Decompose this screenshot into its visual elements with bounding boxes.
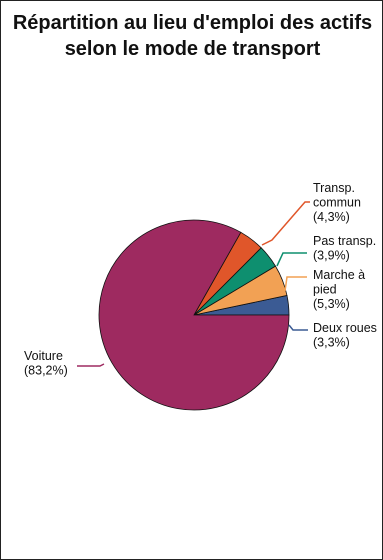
slice-label-transp-commun: Transp. commun (4,3%) [313,181,361,224]
slice-label-line: (83,2%) [24,364,68,378]
pie-slice-voiture [98,219,290,411]
slice-label-line: Marche à [313,268,365,282]
slice-label-line: commun [313,196,361,210]
leader-line-marche-a-pied [284,276,307,292]
slice-label-voiture: Voiture (83,2%) [24,349,68,378]
slice-label-line: (4,3%) [313,210,350,224]
leader-line-voiture [77,363,105,367]
slice-label-line: Deux roues [313,321,377,335]
slice-label-line: Pas transp. [313,234,376,248]
slice-label-deux-roues: Deux roues (3,3%) [313,321,377,350]
slice-label-line: (3,9%) [313,249,350,263]
leader-line-pas-transp [276,252,307,267]
slice-label-line: (5,3%) [313,297,350,311]
slice-label-line: pied [313,283,337,297]
slice-label-line: Voiture [24,349,63,363]
slice-label-line: (3,3%) [313,336,350,350]
slice-label-pas-transp: Pas transp. (3,9%) [313,234,376,263]
chart-title: Répartition au lieu d'emploi des actifs … [12,12,373,60]
slice-label-line: Transp. [313,181,355,195]
slice-label-marche-a-pied: Marche à pied (5,3%) [313,268,365,311]
leader-line-deux-roues [288,324,308,331]
leader-line-transp-commun [261,201,310,246]
